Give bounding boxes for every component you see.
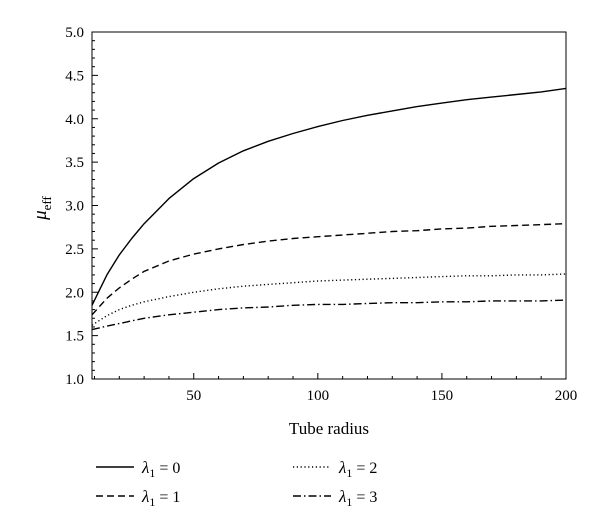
legend-subscript: 1 [149,495,155,509]
x-tick-label: 200 [555,388,578,404]
y-axis-label-subscript: eff [39,195,54,210]
y-tick-label: 3.5 [65,155,84,171]
legend-value: = 2 [352,460,377,477]
y-tick-label: 2.0 [65,285,84,301]
x-tick-label: 150 [431,388,454,404]
plot-frame [91,31,567,380]
legend: λ1 = 0λ1 = 1λ1 = 2λ1 = 3 [96,458,377,509]
series-layer [91,87,567,331]
y-axis-label: μeff [30,195,54,220]
legend-value: = 1 [155,489,180,506]
series-line-2 [91,273,567,326]
x-axis-label: Tube radius [289,419,369,438]
legend-symbol: λ [338,458,346,477]
series-line-3 [91,299,567,331]
y-tick-label: 5.0 [65,25,84,41]
legend-subscript: 1 [149,466,155,480]
legend-label-1: λ1 = 1 [141,487,180,509]
legend-symbol: λ [141,458,149,477]
svg-text:μeff: μeff [30,195,54,220]
legend-value: = 3 [352,489,377,506]
legend-subscript: 1 [346,466,352,480]
y-tick-label: 4.0 [65,112,84,128]
x-axis-ticks: 50 100 150 200 [93,373,578,404]
y-axis-label-symbol: μ [30,210,51,221]
x-tick-label: 50 [186,388,201,404]
legend-symbol: λ [338,487,346,506]
y-tick-label: 1.0 [65,372,84,388]
x-tick-label: 100 [307,388,330,404]
y-tick-label: 4.5 [65,68,84,84]
series-line-0 [91,87,567,306]
y-tick-label: 2.5 [65,242,84,258]
legend-symbol: λ [141,487,149,506]
legend-label-2: λ1 = 2 [338,458,377,480]
legend-label-0: λ1 = 0 [141,458,180,480]
y-tick-label: 3.0 [65,199,84,215]
y-tick-label: 1.5 [65,329,84,345]
series-line-1 [91,223,567,316]
y-axis-ticks: 1.0 1.5 2.0 2.5 3.0 3.5 4.0 4.5 5.0 [65,25,98,388]
legend-value: = 0 [155,460,180,477]
legend-label-3: λ1 = 3 [338,487,377,509]
legend-subscript: 1 [346,495,352,509]
